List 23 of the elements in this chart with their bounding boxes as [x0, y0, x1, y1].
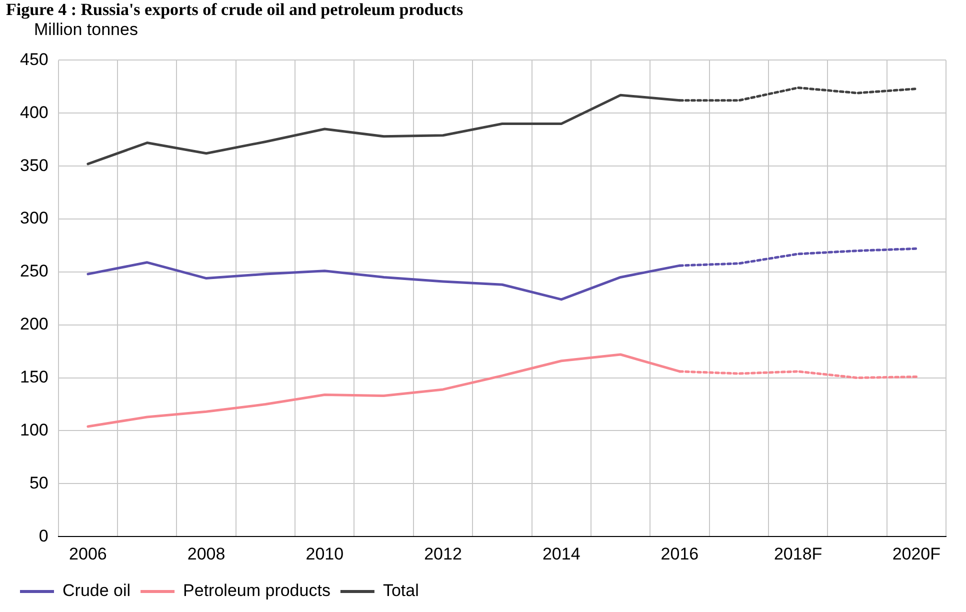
x-tick-label: 2018F: [774, 544, 822, 564]
x-tick-label: 2016: [660, 544, 699, 564]
y-tick-label: 300: [20, 208, 48, 228]
chart-title: Figure 4 : Russia's exports of crude oil and petroleum products: [5, 0, 464, 20]
y-tick-label: 150: [20, 367, 48, 386]
x-tick-label: 2008: [187, 544, 226, 564]
x-tick-label: 2020F: [892, 544, 941, 564]
legend-label: Crude oil: [62, 581, 131, 600]
y-tick-label: 400: [20, 102, 48, 122]
y-tick-label: 100: [20, 420, 48, 440]
legend-label: Total: [382, 581, 419, 600]
x-tick-label: 2006: [69, 544, 107, 564]
y-tick-label: 0: [38, 526, 48, 546]
legend-label: Petroleum products: [183, 581, 330, 600]
y-tick-label: 450: [20, 50, 48, 69]
y-axis-title: Million tonnes: [33, 20, 139, 40]
y-tick-label: 250: [20, 262, 48, 281]
y-tick-label: 200: [20, 314, 48, 334]
x-tick-label: 2014: [542, 544, 580, 564]
y-tick-label: 350: [20, 156, 48, 175]
y-tick-label: 50: [29, 473, 48, 492]
x-tick-label: 2012: [424, 544, 462, 564]
x-tick-label: 2010: [306, 544, 344, 564]
